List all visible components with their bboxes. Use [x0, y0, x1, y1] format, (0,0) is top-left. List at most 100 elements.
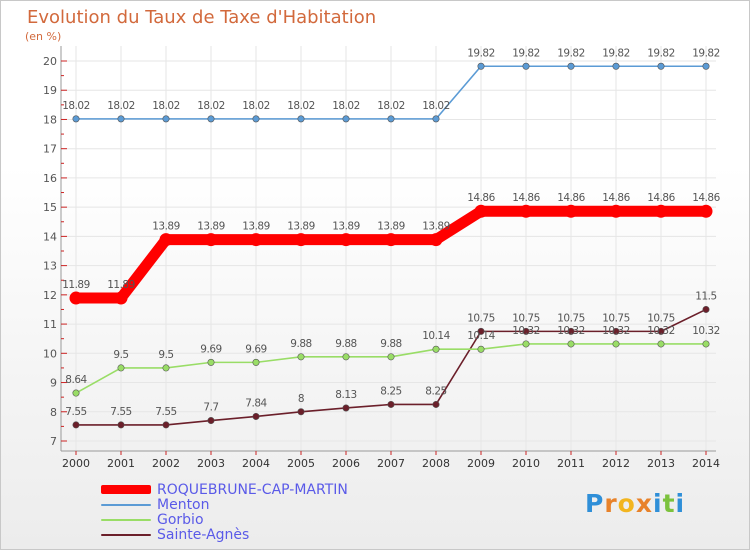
data-point — [477, 327, 485, 335]
data-point — [609, 204, 623, 218]
data-point — [657, 62, 665, 70]
data-label: 10.14 — [467, 330, 495, 342]
data-point — [297, 353, 305, 361]
x-tick-label: 2014 — [692, 457, 720, 470]
x-tick-label: 2001 — [107, 457, 135, 470]
data-point — [207, 358, 215, 366]
data-point — [252, 115, 260, 123]
data-point — [342, 115, 350, 123]
data-point — [294, 233, 308, 247]
data-point — [477, 62, 485, 70]
data-point — [69, 291, 83, 305]
chart-subtitle: (en %) — [25, 30, 62, 43]
data-label: 19.82 — [557, 47, 585, 59]
x-tick-label: 2010 — [512, 457, 540, 470]
y-tick-label: 12 — [43, 289, 57, 302]
data-label: 13.89 — [332, 221, 360, 233]
logo-letter: i — [675, 489, 686, 518]
data-label: 14.86 — [512, 192, 540, 204]
data-label: 11.89 — [62, 279, 90, 291]
data-point — [432, 345, 440, 353]
legend-swatch-gorbio — [101, 519, 151, 521]
data-point — [159, 233, 173, 247]
data-label: 10.32 — [512, 325, 540, 337]
chart-title: Evolution du Taux de Taxe d'Habitation — [27, 7, 377, 28]
data-point — [207, 115, 215, 123]
data-point — [654, 204, 668, 218]
data-point — [612, 340, 620, 348]
y-tick-label: 15 — [43, 201, 57, 214]
data-label: 8.25 — [425, 385, 446, 397]
y-tick-label: 14 — [43, 230, 57, 243]
x-tick-label: 2003 — [197, 457, 225, 470]
data-point — [72, 421, 80, 429]
data-label: 18.02 — [62, 100, 90, 112]
data-point — [432, 400, 440, 408]
x-tick-label: 2004 — [242, 457, 270, 470]
y-tick-label: 13 — [43, 260, 57, 273]
data-label: 14.86 — [602, 192, 630, 204]
data-label: 7.55 — [155, 406, 176, 418]
y-tick-label: 7 — [50, 435, 57, 448]
data-point — [612, 62, 620, 70]
data-point — [564, 204, 578, 218]
data-label: 18.02 — [197, 100, 225, 112]
data-label: 9.5 — [113, 349, 128, 361]
data-label: 8.64 — [65, 374, 87, 386]
y-tick-label: 16 — [43, 172, 57, 185]
data-point — [117, 364, 125, 372]
logo-letter: i — [653, 489, 663, 518]
data-point — [207, 417, 215, 425]
data-label: 8.25 — [380, 385, 401, 397]
y-tick-label: 17 — [43, 143, 57, 156]
legend-label-roquebrune: ROQUEBRUNE-CAP-MARTIN — [157, 482, 348, 498]
x-tick-label: 2006 — [332, 457, 360, 470]
data-point — [567, 327, 575, 335]
data-label: 19.82 — [467, 47, 495, 59]
x-tick-label: 2009 — [467, 457, 495, 470]
data-point — [474, 204, 488, 218]
data-point — [339, 233, 353, 247]
data-point — [567, 62, 575, 70]
data-point — [429, 233, 443, 247]
logo-letter: t — [662, 489, 676, 518]
data-label: 18.02 — [242, 100, 270, 112]
data-point — [342, 404, 350, 412]
data-point — [162, 115, 170, 123]
data-label: 9.69 — [245, 343, 266, 355]
data-label: 13.89 — [287, 221, 315, 233]
y-tick-label: 8 — [50, 406, 57, 419]
x-tick-label: 2000 — [62, 457, 90, 470]
data-point — [657, 327, 665, 335]
data-label: 18.02 — [422, 100, 450, 112]
data-point — [297, 408, 305, 416]
x-tick-label: 2013 — [647, 457, 675, 470]
data-point — [702, 305, 710, 313]
data-point — [432, 115, 440, 123]
data-label: 9.69 — [200, 343, 221, 355]
y-tick-label: 18 — [43, 113, 57, 126]
x-tick-label: 2005 — [287, 457, 315, 470]
data-point — [114, 291, 128, 305]
data-label: 19.82 — [512, 47, 540, 59]
data-label: 9.5 — [158, 349, 173, 361]
data-label: 8 — [298, 393, 304, 405]
data-point — [72, 389, 80, 397]
data-label: 7.84 — [245, 397, 267, 409]
data-label: 9.88 — [335, 338, 356, 350]
data-label: 13.89 — [422, 221, 450, 233]
data-point — [387, 353, 395, 361]
data-point — [249, 233, 263, 247]
data-label: 14.86 — [692, 192, 720, 204]
data-point — [297, 115, 305, 123]
data-label: 13.89 — [152, 221, 180, 233]
data-label: 7.55 — [65, 406, 86, 418]
data-label: 9.88 — [290, 338, 311, 350]
data-point — [702, 340, 710, 348]
data-point — [702, 62, 710, 70]
data-label: 13.89 — [377, 221, 405, 233]
y-tick-label: 11 — [43, 318, 57, 331]
data-label: 14.86 — [647, 192, 675, 204]
